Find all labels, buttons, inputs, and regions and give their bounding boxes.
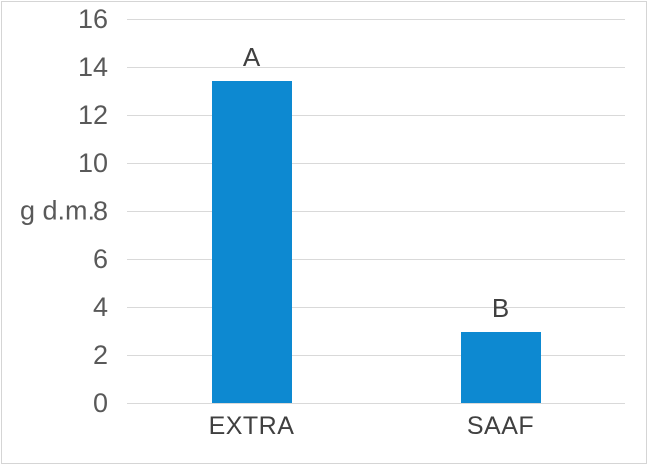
gridline — [127, 18, 625, 20]
y-tick-label: 2 — [92, 340, 108, 370]
gridline — [127, 66, 625, 68]
y-tick-label: 0 — [92, 388, 108, 418]
x-category-label: SAAF — [466, 412, 535, 440]
gridline — [127, 114, 625, 116]
y-tick-label: 4 — [92, 292, 108, 322]
y-tick-label: 6 — [92, 244, 108, 274]
gridline — [127, 354, 625, 356]
y-axis-title: g d.m. — [20, 195, 96, 226]
y-tick-label: 16 — [77, 4, 108, 34]
y-tick-label: 10 — [77, 148, 108, 178]
y-tick-label: 14 — [77, 52, 108, 82]
bar-annotation: A — [242, 42, 261, 73]
bar-saaf — [460, 332, 541, 403]
bar-extra — [211, 81, 292, 403]
y-tick-label: 12 — [77, 100, 108, 130]
gridline — [127, 258, 625, 260]
bar-annotation: B — [491, 293, 510, 324]
y-tick-label: 8 — [92, 196, 108, 226]
gridline — [127, 162, 625, 164]
x-category-label: EXTRA — [208, 412, 295, 440]
gridline — [127, 210, 625, 212]
gridline — [127, 306, 625, 308]
gridline — [127, 402, 625, 404]
